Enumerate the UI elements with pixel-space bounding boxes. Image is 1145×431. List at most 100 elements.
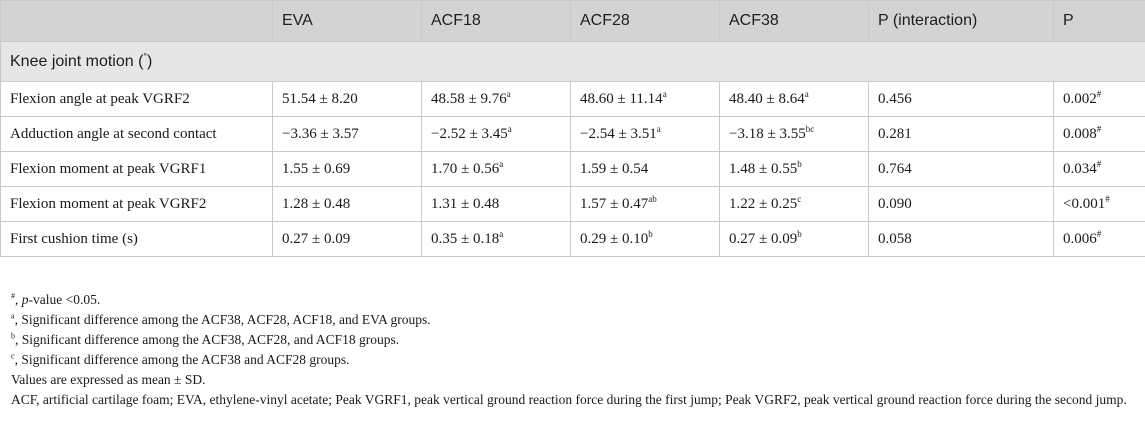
significance-superscript: b <box>797 158 802 169</box>
significance-superscript: # <box>1096 228 1102 239</box>
table-row: Flexion moment at peak VGRF2 1.28 ± 0.48 1… <box>0 186 1145 222</box>
footnote-text: , Significant difference among the ACF38… <box>14 312 431 327</box>
cell-acf38: 48.40 ± 8.64a <box>719 81 869 117</box>
significance-superscript: b <box>648 228 653 239</box>
footnote-marker: # <box>11 291 15 301</box>
cell-value: 1.48 ± 0.55 <box>729 160 798 177</box>
footnote-abbreviations: ACF, artificial cartilage foam; EVA, eth… <box>11 392 1127 407</box>
footnote-marker: b <box>11 331 15 341</box>
footnote-b: b, Significant difference among the ACF3… <box>11 330 1136 350</box>
cell-p-interaction: 0.058 <box>868 221 1054 257</box>
cell-eva: 0.27 ± 0.09 <box>272 221 422 257</box>
cell-value: 0.090 <box>878 195 912 212</box>
cell-value: 0.35 ± 0.18 <box>431 230 500 247</box>
table-row: Adduction angle at second contact −3.36 ±… <box>0 116 1145 152</box>
cell-value: −2.52 ± 3.45 <box>431 125 508 142</box>
section-label: Knee joint motion ( <box>10 52 144 70</box>
row-label: First cushion time (s) <box>0 221 273 257</box>
significance-superscript: bc <box>805 123 815 134</box>
cell-value: 0.002 <box>1063 90 1097 107</box>
cell-eva: 1.55 ± 0.69 <box>272 151 422 187</box>
cell-acf28: −2.54 ± 3.51a <box>570 116 720 152</box>
cell-p-interaction: 0.764 <box>868 151 1054 187</box>
cell-acf38: 1.22 ± 0.25c <box>719 186 869 222</box>
cell-value: 0.058 <box>878 230 912 247</box>
cell-value: 0.008 <box>1063 125 1097 142</box>
footnote-c: c, Significant difference among the ACF3… <box>11 350 1136 370</box>
cell-p-interaction: 0.090 <box>868 186 1054 222</box>
row-label: Flexion moment at peak VGRF2 <box>0 186 273 222</box>
header-cell-blank <box>0 0 273 42</box>
footnote-marker: c <box>11 351 15 361</box>
table-footnotes: #, p-value <0.05. a, Significant differe… <box>11 290 1136 410</box>
header-cell-acf28: ACF28 <box>570 0 720 42</box>
header-cell-p: P <box>1053 0 1145 42</box>
significance-superscript: a <box>499 228 504 239</box>
cell-value: 1.31 ± 0.48 <box>431 195 500 212</box>
cell-value: −2.54 ± 3.51 <box>580 125 657 142</box>
footnote-values: Values are expressed as mean ± SD. <box>11 372 206 387</box>
cell-value: <0.001 <box>1063 195 1106 212</box>
significance-superscript: a <box>656 123 661 134</box>
cell-value: 0.29 ± 0.10 <box>580 230 649 247</box>
cell-value: 0.27 ± 0.09 <box>729 230 798 247</box>
cell-value: 1.28 ± 0.48 <box>282 195 351 212</box>
cell-acf28: 1.59 ± 0.54 <box>570 151 720 187</box>
cell-value: 1.57 ± 0.47 <box>580 195 649 212</box>
cell-acf38: 1.48 ± 0.55b <box>719 151 869 187</box>
significance-superscript: b <box>797 228 802 239</box>
cell-p-interaction: 0.281 <box>868 116 1054 152</box>
significance-superscript: # <box>1096 88 1102 99</box>
significance-superscript: # <box>1096 158 1102 169</box>
cell-p: 0.002# <box>1053 81 1145 117</box>
cell-p: 0.008# <box>1053 116 1145 152</box>
cell-value: 0.764 <box>878 160 912 177</box>
significance-superscript: a <box>499 158 504 169</box>
section-title: Knee joint motion (°) <box>0 41 1145 82</box>
cell-acf38: 0.27 ± 0.09b <box>719 221 869 257</box>
header-cell-eva: EVA <box>272 0 422 42</box>
section-row: Knee joint motion (°) <box>0 41 1145 82</box>
table-row: First cushion time (s) 0.27 ± 0.09 0.35 ± … <box>0 221 1145 257</box>
cell-acf28: 48.60 ± 11.14a <box>570 81 720 117</box>
header-cell-acf18: ACF18 <box>421 0 571 42</box>
row-label: Adduction angle at second contact <box>0 116 273 152</box>
cell-value: −3.36 ± 3.57 <box>282 125 359 142</box>
footnote-text: , Significant difference among the ACF38… <box>14 352 350 367</box>
significance-superscript: ab <box>648 193 657 204</box>
cell-p: 0.006# <box>1053 221 1145 257</box>
cell-acf38: −3.18 ± 3.55bc <box>719 116 869 152</box>
significance-superscript: c <box>797 193 802 204</box>
results-table: EVA ACF18 ACF28 ACF38 P (interaction) P … <box>0 0 1145 257</box>
cell-value: 0.281 <box>878 125 912 142</box>
footnote-marker: a <box>11 311 15 321</box>
footnote-a: a, Significant difference among the ACF3… <box>11 310 1136 330</box>
significance-superscript: a <box>662 88 667 99</box>
cell-value: 48.58 ± 9.76 <box>431 90 507 107</box>
cell-p-interaction: 0.456 <box>868 81 1054 117</box>
degree-superscript: ° <box>143 51 148 62</box>
cell-eva: 51.54 ± 8.20 <box>272 81 422 117</box>
cell-acf18: 1.70 ± 0.56a <box>421 151 571 187</box>
significance-superscript: a <box>507 123 512 134</box>
cell-acf18: 0.35 ± 0.18a <box>421 221 571 257</box>
cell-value: 0.006 <box>1063 230 1097 247</box>
cell-eva: 1.28 ± 0.48 <box>272 186 422 222</box>
table-row: Flexion angle at peak VGRF2 51.54 ± 8.20 4… <box>0 81 1145 117</box>
section-close: ) <box>147 52 153 70</box>
cell-value: 0.456 <box>878 90 912 107</box>
cell-value: −3.18 ± 3.55 <box>729 125 806 142</box>
header-cell-p-interaction: P (interaction) <box>868 0 1054 42</box>
header-row: EVA ACF18 ACF28 ACF38 P (interaction) P <box>0 0 1145 42</box>
cell-acf18: 1.31 ± 0.48 <box>421 186 571 222</box>
cell-value: 51.54 ± 8.20 <box>282 90 358 107</box>
footnote-italic: p <box>21 292 29 307</box>
significance-superscript: # <box>1105 193 1110 204</box>
cell-acf28: 1.57 ± 0.47ab <box>570 186 720 222</box>
cell-value: 1.59 ± 0.54 <box>580 160 649 177</box>
cell-eva: −3.36 ± 3.57 <box>272 116 422 152</box>
table-row: Flexion moment at peak VGRF1 1.55 ± 0.69 1… <box>0 151 1145 187</box>
cell-acf18: −2.52 ± 3.45a <box>421 116 571 152</box>
row-label: Flexion moment at peak VGRF1 <box>0 151 273 187</box>
cell-value: 1.22 ± 0.25 <box>729 195 798 212</box>
